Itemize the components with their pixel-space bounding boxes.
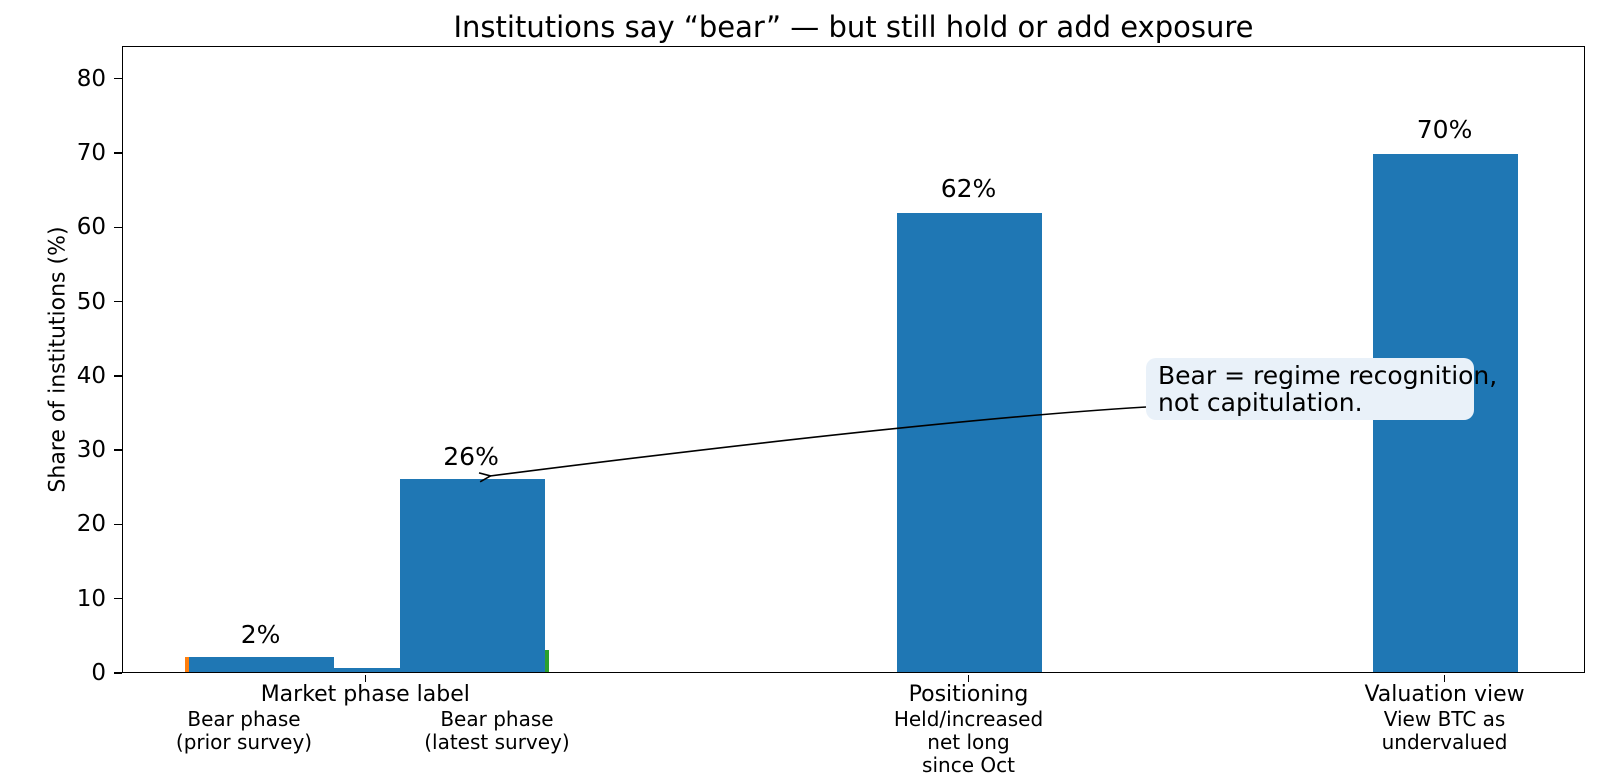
y-tick-mark [114,300,122,303]
bar-sublabel-line: undervalued [1381,730,1508,754]
annotation-text-line: not capitulation. [1158,388,1363,417]
bar-sublabel-line: net long [927,730,1010,754]
bar-sublabel-line: since Oct [922,753,1015,777]
bar-sublabel: Held/increased net long since Oct [894,708,1043,777]
bar-sublabel-line: (latest survey) [424,730,570,754]
y-tick-label: 30 [76,437,106,464]
y-tick-label: 50 [76,288,106,315]
y-tick-label: 10 [76,585,106,612]
y-tick-label: 0 [91,660,106,686]
y-tick-mark [114,449,122,451]
y-tick-label: 80 [76,65,106,92]
x-tick-mark [967,674,970,682]
annotation-text-line: Bear = regime recognition, [1158,361,1498,390]
bar [188,657,335,672]
chart-title: Institutions say “bear” — but still hold… [453,10,1254,44]
bar-sublabel: Bear phase (prior survey) [176,708,312,754]
bar-sublabel-line: Bear phase [187,707,301,731]
y-tick-mark [114,152,122,154]
x-tick-mark [1443,674,1446,682]
bar-sublabel-line: Held/increased [893,707,1044,731]
y-tick-mark [114,597,122,600]
x-tick-label: Market phase label [260,682,470,707]
y-tick-mark [114,523,122,526]
bar-value-label: 70% [1416,114,1473,144]
y-tick-label: 70 [76,139,106,166]
hidden-bar-sliver [334,667,400,672]
x-tick-label: Valuation view [1364,682,1525,707]
y-tick-label: 40 [76,362,106,389]
annotation-box: Bear = regime recognition, not capitulat… [1146,358,1498,420]
y-tick-mark [114,77,122,80]
y-tick-label: 60 [76,214,106,241]
bar-sublabel-line: View BTC as [1383,707,1506,731]
bar-sublabel-line: Bear phase [440,707,554,731]
bar-value-label: 62% [940,174,997,204]
bar-sublabel-line: (prior survey) [175,730,313,754]
y-tick-mark [114,375,122,377]
bar-value-label: 26% [443,441,499,471]
bar-sublabel: View BTC as undervalued [1382,708,1508,754]
y-tick-label: 20 [76,511,106,538]
hidden-bar-sliver [185,657,190,672]
bar [399,479,545,672]
bar-sublabel: Bear phase (latest survey) [424,708,569,754]
bar-value-label: 2% [240,620,281,650]
x-tick-mark [364,674,367,682]
x-tick-label: Positioning [908,682,1029,707]
y-tick-mark [114,226,122,228]
bar [896,212,1043,672]
hidden-bar-sliver [543,649,549,672]
y-tick-mark [114,672,122,674]
